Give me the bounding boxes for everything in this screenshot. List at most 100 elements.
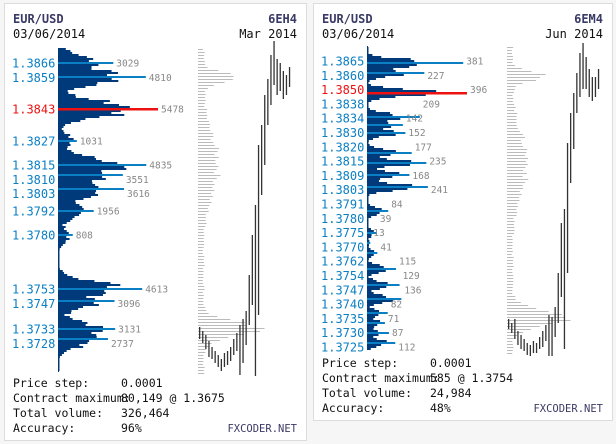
stats-label: Accuracy: — [13, 421, 76, 435]
level-bar — [367, 322, 385, 324]
profile-bar — [367, 206, 376, 208]
profile-bar — [58, 320, 83, 322]
price-tick-label: 1.3809 — [321, 169, 364, 183]
ghost-profile-bar — [198, 187, 213, 188]
ghost-profile-bar — [198, 208, 208, 209]
profile-bar — [367, 208, 382, 210]
price-candle — [520, 335, 522, 349]
ghost-profile-bar — [198, 298, 204, 299]
profile-bar — [58, 168, 127, 170]
profile-bar — [367, 212, 380, 214]
ghost-profile-bar — [507, 263, 513, 264]
price-candle — [261, 125, 263, 195]
profile-bar — [58, 114, 125, 116]
price-candle — [264, 95, 266, 165]
ghost-profile-bar — [507, 254, 512, 255]
ghost-profile-bar — [198, 112, 207, 113]
ghost-profile-bar — [507, 164, 528, 165]
profile-bar — [367, 126, 392, 128]
ghost-profile-bar — [198, 88, 208, 89]
profile-bar — [58, 86, 86, 88]
profile-bar — [58, 156, 95, 158]
profile-bar — [367, 178, 381, 180]
price-tick-label: 1.3830 — [321, 126, 364, 140]
level-bar — [367, 242, 371, 244]
profile-bar — [367, 316, 376, 318]
ghost-profile-bar — [507, 344, 513, 345]
ghost-profile-bar — [198, 295, 204, 296]
volume-data-label: 152 — [408, 128, 425, 139]
volume-data-label: 115 — [399, 257, 416, 268]
profile-bar — [58, 70, 112, 72]
price-candle — [202, 331, 204, 343]
ghost-profile-bar — [507, 89, 515, 90]
brand-link[interactable]: FXCODER.NET — [533, 403, 603, 415]
ghost-profile-bar — [507, 206, 518, 207]
stats-row: Price step: 0.0001 — [322, 356, 513, 371]
profile-bar — [367, 114, 393, 116]
volume-data-label: 129 — [403, 271, 420, 282]
ghost-profile-bar — [198, 280, 203, 281]
ghost-profile-bar — [198, 373, 205, 374]
ghost-profile-bar — [507, 320, 571, 321]
ghost-profile-bar — [507, 155, 525, 156]
price-tick-label: 1.3859 — [12, 71, 55, 85]
profile-bar — [58, 58, 94, 60]
ghost-profile-bar — [507, 77, 540, 78]
ghost-profile-bar — [507, 218, 514, 219]
ghost-profile-bar — [198, 211, 209, 212]
price-tick-label: 1.3843 — [12, 103, 55, 117]
level-bar — [58, 188, 125, 190]
ghost-profile-bar — [507, 125, 517, 126]
ghost-profile-bar — [198, 271, 204, 272]
ghost-profile-bar — [198, 202, 212, 203]
ghost-profile-bar — [198, 100, 206, 101]
profile-bar — [58, 278, 79, 280]
profile-bar — [367, 274, 372, 276]
volume-data-label: 3131 — [118, 325, 141, 336]
volume-data-label: 808 — [76, 231, 93, 242]
ghost-profile-bar — [198, 160, 216, 161]
ghost-profile-bar — [198, 115, 208, 116]
profile-bar — [367, 128, 384, 130]
ghost-profile-bar — [507, 47, 514, 48]
profile-bar — [58, 138, 74, 140]
profile-bar — [58, 134, 71, 136]
profile-bar — [58, 298, 95, 300]
ghost-profile-bar — [507, 161, 527, 162]
profile-bar — [58, 324, 86, 326]
profile-bar — [367, 188, 408, 190]
stats-row: Total volume: 326,464 — [13, 406, 225, 421]
profile-bar — [58, 192, 96, 194]
profile-bar — [58, 148, 68, 150]
profile-bar — [58, 170, 102, 172]
profile-bar — [58, 276, 73, 278]
profile-bar — [58, 274, 68, 276]
brand-link[interactable]: FXCODER.NET — [227, 423, 297, 435]
price-tick-label: 1.3834 — [321, 112, 364, 126]
ghost-profile-bar — [198, 49, 203, 50]
stats-value: 585 @ 1.3754 — [430, 371, 514, 385]
profile-bar — [367, 234, 372, 236]
price-tick-label: 1.3740 — [321, 298, 364, 312]
ghost-profile-bar — [198, 181, 213, 182]
profile-bar — [58, 80, 119, 82]
profile-bar — [58, 176, 103, 178]
profile-bar — [58, 236, 67, 238]
ghost-profile-bar — [198, 103, 205, 104]
ghost-profile-bar — [198, 325, 247, 326]
profile-bar — [58, 206, 83, 208]
ghost-profile-bar — [507, 152, 527, 153]
profile-bar — [58, 336, 97, 338]
ghost-profile-bar — [198, 124, 210, 125]
price-candle — [211, 347, 213, 359]
profile-bar — [58, 354, 62, 356]
profile-bar — [367, 344, 382, 346]
symbol-label: EUR/USD — [322, 12, 373, 26]
ghost-profile-bar — [198, 151, 218, 152]
price-candle — [511, 323, 513, 333]
profile-bar — [58, 292, 106, 294]
profile-bar — [58, 224, 63, 226]
profile-bar — [58, 100, 110, 102]
price-candle — [257, 145, 260, 315]
